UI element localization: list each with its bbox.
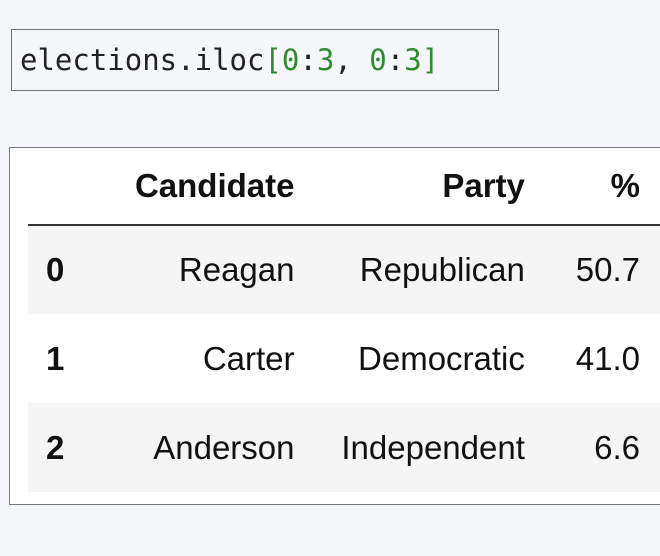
code-cell-input[interactable]: elections.iloc[0:3, 0:3]	[11, 29, 499, 91]
code-token-close-bracket: ]	[421, 43, 440, 77]
cell-party: Republican	[359, 251, 525, 288]
cell-party: Democratic	[358, 339, 525, 377]
table-row: 2 Anderson Independent 6.6	[28, 403, 660, 492]
code-token-method: iloc	[194, 43, 265, 77]
index-header	[28, 148, 107, 226]
column-header-percent: %	[536, 148, 660, 226]
cell-candidate: Anderson	[153, 428, 295, 466]
table-header-row: Candidate Party %	[28, 148, 660, 226]
row-index: 0	[46, 251, 65, 288]
code-token-row-colon: :	[299, 43, 317, 77]
cell-party: Independent	[341, 428, 525, 466]
code-token-dot: .	[177, 43, 195, 77]
code-token-col-start: 0	[369, 43, 387, 77]
code-token-object: elections	[20, 43, 178, 77]
row-index: 1	[46, 339, 65, 377]
cell-percent: 6.6	[594, 428, 640, 466]
table-row: 0 Reagan Republican 50.7	[28, 225, 660, 314]
dataframe-table: Candidate Party % 0 Reagan Republican 50…	[28, 148, 660, 492]
cell-percent: 41.0	[575, 339, 640, 377]
code-token-row-start: 0	[281, 43, 300, 77]
code-token-comma: ,	[334, 43, 370, 77]
code-token-row-stop: 3	[316, 43, 335, 77]
code-token-col-colon: :	[386, 43, 405, 77]
row-index: 2	[46, 428, 65, 466]
cell-candidate: Reagan	[178, 251, 295, 288]
code-token-col-stop: 3	[404, 43, 422, 77]
table-row: 1 Carter Democratic 41.0	[28, 314, 660, 403]
cell-candidate: Carter	[202, 339, 295, 377]
cell-output: Candidate Party % 0 Reagan Republican 50…	[9, 147, 660, 505]
column-header-party: Party	[306, 148, 537, 226]
code-token-open-bracket: [	[264, 43, 282, 77]
column-header-candidate: Candidate	[106, 148, 307, 226]
cell-percent: 50.7	[575, 251, 640, 288]
